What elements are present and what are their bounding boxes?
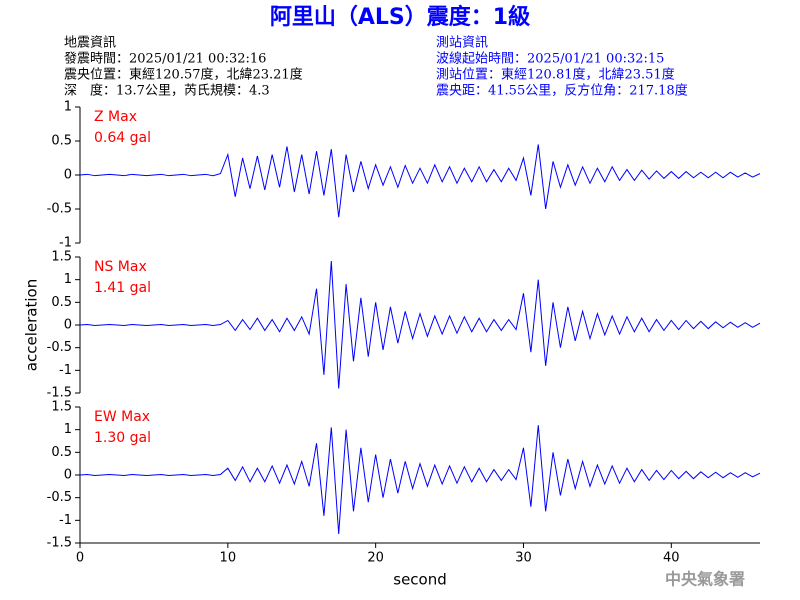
y-tick-label: 1 (64, 100, 72, 115)
x-tick-label: 40 (663, 551, 680, 566)
y-tick-label: 1.5 (51, 250, 72, 265)
trace-max: 1.41 gal (94, 280, 151, 296)
x-tick-label: 10 (220, 551, 237, 566)
info-line: 發震時間：2025/01/21 00:32:16 (64, 52, 266, 67)
info-line: 震央位置：東經120.57度，北緯23.21度 (64, 67, 303, 83)
x-tick-label: 30 (515, 551, 532, 566)
x-axis-label: second (393, 571, 447, 589)
x-tick-label: 0 (76, 551, 84, 566)
y-axis-label: acceleration (23, 279, 41, 371)
trace-max: 0.64 gal (94, 130, 151, 146)
y-tick-label: -1 (59, 363, 72, 378)
trace-label: NS Max (94, 259, 147, 275)
info-line: 深 度：13.7公里，芮氏規模：4.3 (64, 83, 270, 99)
y-tick-label: -1 (59, 236, 72, 251)
station-line: 震央距：41.55公里，反方位角：217.18度 (436, 83, 688, 99)
y-tick-label: 0.5 (51, 295, 72, 310)
station-line: 波線起始時間：2025/01/21 00:32:15 (436, 51, 664, 67)
y-tick-label: 0 (64, 318, 72, 333)
y-tick-label: 0.5 (51, 445, 72, 460)
waveform (79, 144, 761, 218)
watermark: 中央氣象署 (665, 570, 745, 589)
y-tick-label: -0.5 (47, 490, 72, 505)
y-tick-label: 0 (64, 168, 72, 183)
y-tick-label: -0.5 (47, 202, 72, 217)
trace-label: EW Max (94, 409, 150, 425)
y-tick-label: 1 (64, 272, 72, 287)
y-tick-label: 1 (64, 422, 72, 437)
y-tick-label: 1.5 (51, 400, 72, 415)
x-tick-label: 20 (367, 551, 384, 566)
chart-title: 阿里山（ALS）震度：1級 (270, 4, 530, 30)
waveform (79, 261, 761, 389)
y-tick-label: 0.5 (51, 134, 72, 149)
y-tick-label: -1.5 (47, 536, 72, 551)
trace-label: Z Max (94, 109, 137, 125)
info-line: 地震資訊 (64, 36, 116, 51)
waveform (79, 425, 761, 534)
trace-max: 1.30 gal (94, 430, 151, 446)
y-tick-label: 0 (64, 468, 72, 483)
y-tick-label: -1 (59, 513, 72, 528)
station-line: 測站位置：東經120.81度，北緯23.51度 (436, 67, 675, 83)
station-line: 測站資訊 (436, 36, 488, 51)
y-tick-label: -1.5 (47, 386, 72, 401)
y-tick-label: -0.5 (47, 340, 72, 355)
